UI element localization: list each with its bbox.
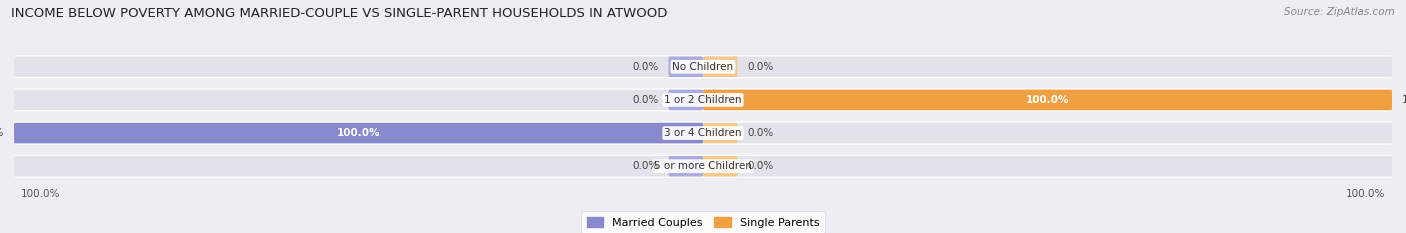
Text: 0.0%: 0.0% [748,128,775,138]
FancyBboxPatch shape [703,156,1392,176]
FancyBboxPatch shape [669,90,703,110]
FancyBboxPatch shape [703,90,1392,110]
FancyBboxPatch shape [14,57,703,77]
Text: 0.0%: 0.0% [631,95,658,105]
Text: 0.0%: 0.0% [748,62,775,72]
Text: Source: ZipAtlas.com: Source: ZipAtlas.com [1284,7,1395,17]
FancyBboxPatch shape [703,57,1392,77]
Text: 3 or 4 Children: 3 or 4 Children [664,128,742,138]
FancyBboxPatch shape [14,88,1392,112]
FancyBboxPatch shape [703,57,738,77]
FancyBboxPatch shape [703,123,1392,143]
Text: 0.0%: 0.0% [748,161,775,171]
FancyBboxPatch shape [703,123,738,143]
Text: 100.0%: 100.0% [337,128,380,138]
Text: 100.0%: 100.0% [1026,95,1069,105]
Text: 0.0%: 0.0% [631,161,658,171]
Text: 100.0%: 100.0% [0,128,4,138]
Text: 100.0%: 100.0% [1402,95,1406,105]
Text: 5 or more Children: 5 or more Children [654,161,752,171]
Text: No Children: No Children [672,62,734,72]
FancyBboxPatch shape [14,155,1392,178]
FancyBboxPatch shape [14,121,1392,145]
FancyBboxPatch shape [14,55,1392,78]
Text: 0.0%: 0.0% [631,62,658,72]
FancyBboxPatch shape [669,57,703,77]
FancyBboxPatch shape [669,156,703,176]
FancyBboxPatch shape [14,90,703,110]
Text: 100.0%: 100.0% [1346,189,1385,199]
Text: 1 or 2 Children: 1 or 2 Children [664,95,742,105]
FancyBboxPatch shape [703,90,1392,110]
FancyBboxPatch shape [703,156,738,176]
Legend: Married Couples, Single Parents: Married Couples, Single Parents [581,211,825,233]
FancyBboxPatch shape [14,123,703,143]
FancyBboxPatch shape [14,156,703,176]
FancyBboxPatch shape [14,123,703,143]
Text: 100.0%: 100.0% [21,189,60,199]
Text: INCOME BELOW POVERTY AMONG MARRIED-COUPLE VS SINGLE-PARENT HOUSEHOLDS IN ATWOOD: INCOME BELOW POVERTY AMONG MARRIED-COUPL… [11,7,668,20]
